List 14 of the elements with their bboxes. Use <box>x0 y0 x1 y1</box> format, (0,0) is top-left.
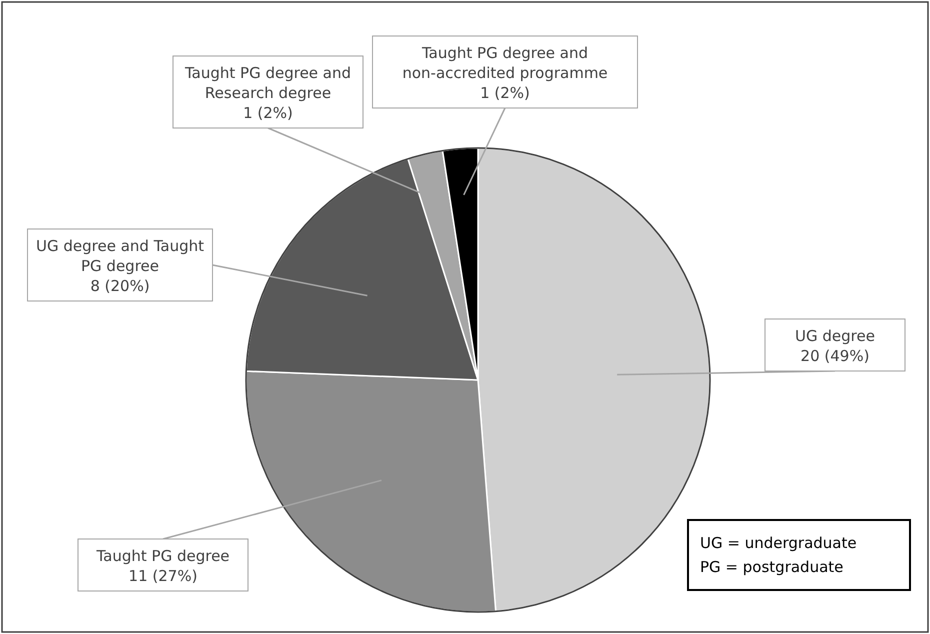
slice-label: Taught PG degree and non-accredited programme <box>402 44 608 82</box>
data-label: 8 (20%) <box>90 277 150 295</box>
data-label: 20 (49%) <box>800 347 870 365</box>
callout-box: UG degree 20 (49%) <box>617 318 906 376</box>
slice-label: Taught PG degree and Research degree <box>184 64 352 102</box>
slice-label: Taught PG degree <box>95 547 230 565</box>
data-label: 1 (2%) <box>480 84 530 102</box>
data-label: 11 (27%) <box>128 567 198 585</box>
callout-box: Taught PG degree and non-accredited programme 1 (2%) <box>372 36 638 196</box>
data-label: 1 (2%) <box>243 104 293 122</box>
callout-box: Taught PG degree 11 (27%) <box>78 480 382 592</box>
note-box: UG = undergraduate PG = postgraduate <box>687 519 911 591</box>
slice-label: UG degree <box>795 327 875 345</box>
slice-label: UG degree and Taught PG degree <box>36 237 204 275</box>
